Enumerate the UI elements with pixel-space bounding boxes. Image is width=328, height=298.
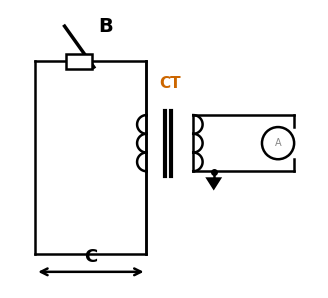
Polygon shape xyxy=(208,179,220,188)
Circle shape xyxy=(262,127,294,159)
Text: C: C xyxy=(84,248,97,266)
Text: B: B xyxy=(98,17,113,36)
Text: CT: CT xyxy=(159,75,181,91)
Bar xyxy=(66,54,92,69)
Text: A: A xyxy=(275,138,281,148)
